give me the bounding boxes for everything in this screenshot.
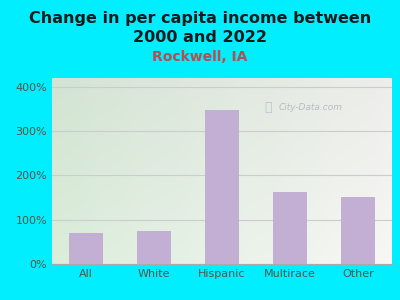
Text: ⓘ: ⓘ bbox=[264, 101, 272, 114]
Text: City-Data.com: City-Data.com bbox=[278, 103, 342, 112]
Bar bbox=[137, 231, 171, 264]
Bar bbox=[69, 233, 103, 264]
Text: Change in per capita income between
2000 and 2022: Change in per capita income between 2000… bbox=[29, 11, 371, 45]
Bar bbox=[341, 197, 375, 264]
Text: Rockwell, IA: Rockwell, IA bbox=[152, 50, 248, 64]
Bar bbox=[273, 192, 307, 264]
Bar bbox=[205, 110, 239, 264]
